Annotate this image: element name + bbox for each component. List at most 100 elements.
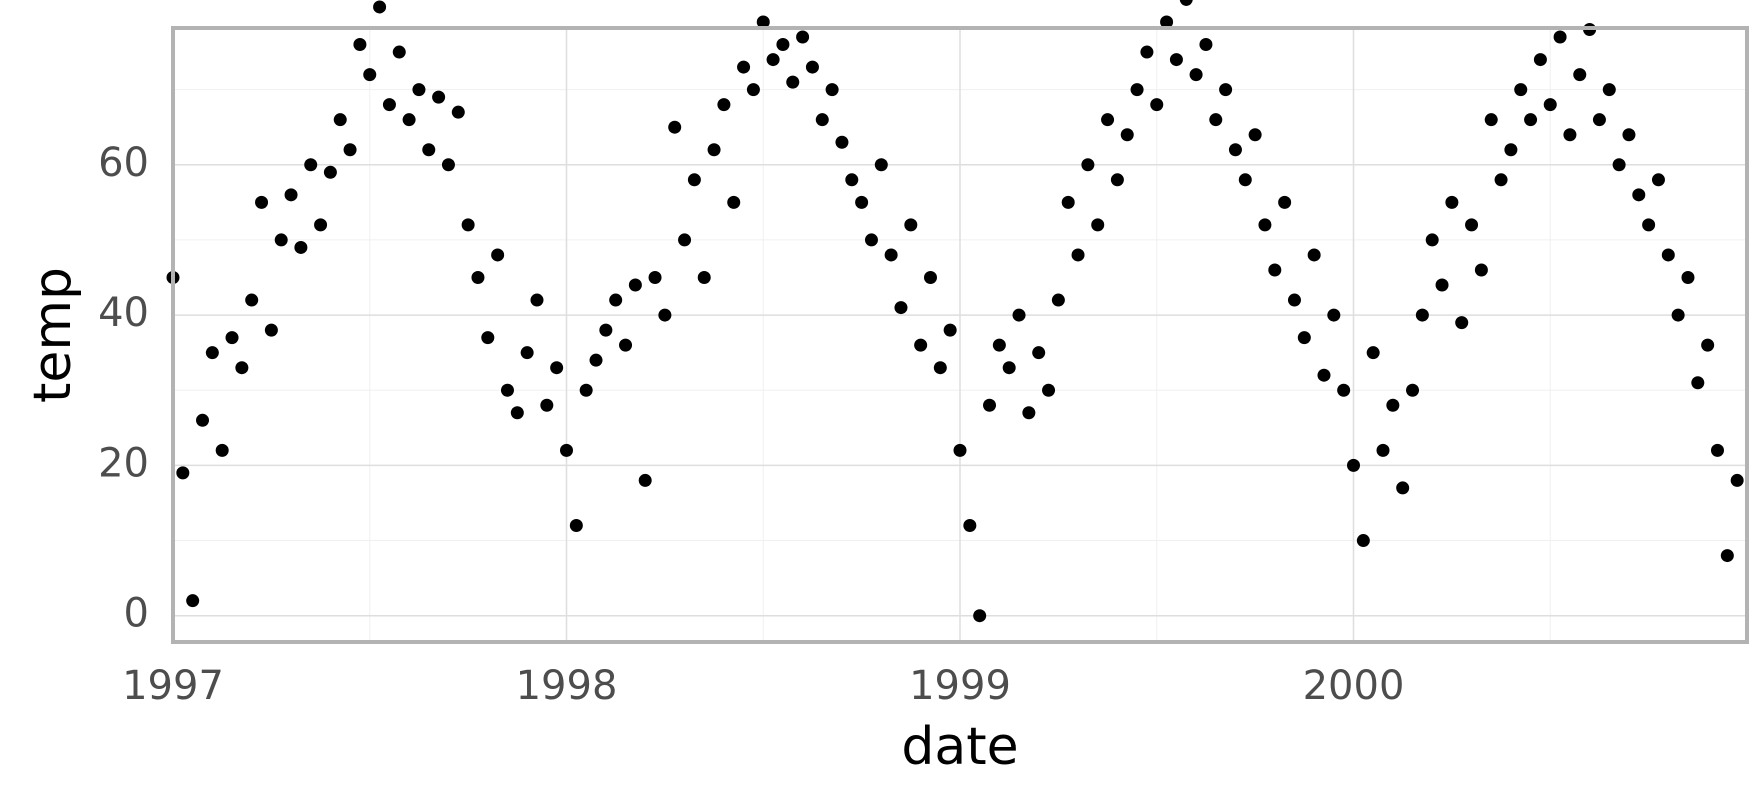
point [589, 353, 603, 367]
point [1258, 218, 1272, 232]
point [1130, 83, 1144, 97]
point [1022, 406, 1036, 420]
point [530, 293, 544, 307]
point [1327, 308, 1341, 322]
y-tick-label: 20 [98, 440, 149, 486]
point [845, 173, 859, 187]
point [343, 143, 357, 157]
point [333, 113, 347, 127]
point [1524, 113, 1538, 127]
point [992, 338, 1006, 352]
point [314, 218, 328, 232]
point [441, 158, 455, 172]
point [1425, 233, 1439, 247]
point [983, 398, 997, 412]
point [1474, 263, 1488, 277]
point [973, 609, 987, 623]
point [943, 323, 957, 337]
point [1169, 53, 1183, 67]
point [864, 233, 878, 247]
point [678, 233, 692, 247]
point [1386, 398, 1400, 412]
point [1179, 0, 1193, 6]
point [1563, 128, 1577, 142]
point [1465, 218, 1479, 232]
point [786, 75, 800, 89]
point [599, 323, 613, 337]
point [1101, 113, 1115, 127]
point [579, 383, 593, 397]
point [1376, 443, 1390, 457]
point [560, 443, 573, 457]
point [914, 338, 928, 352]
point [1110, 173, 1124, 187]
point [1061, 195, 1075, 209]
point [1415, 308, 1429, 322]
point [717, 98, 731, 112]
x-tick-label: 2000 [1303, 663, 1405, 709]
point [1701, 338, 1715, 352]
point [1484, 113, 1498, 127]
point [1573, 68, 1587, 82]
point [1081, 158, 1095, 172]
point [1051, 293, 1065, 307]
point [1160, 15, 1174, 29]
point [766, 53, 780, 67]
point [382, 98, 396, 112]
point [500, 383, 514, 397]
point [1553, 30, 1567, 44]
point [609, 293, 623, 307]
point [274, 233, 288, 247]
point [1406, 383, 1420, 397]
point [1366, 346, 1380, 360]
point [1710, 443, 1724, 457]
point [1533, 53, 1547, 67]
point [1248, 128, 1262, 142]
x-tick-label: 1997 [122, 663, 224, 709]
point [1278, 195, 1292, 209]
point [186, 594, 200, 608]
point [894, 301, 908, 315]
point [264, 323, 278, 337]
point [1681, 271, 1695, 285]
point [1642, 218, 1656, 232]
point [1317, 368, 1331, 382]
point [1602, 83, 1616, 97]
point [1307, 248, 1321, 262]
point [1651, 173, 1665, 187]
y-tick-label: 40 [98, 290, 149, 336]
point [1238, 173, 1252, 187]
point [294, 240, 308, 254]
point [215, 443, 229, 457]
point [461, 218, 475, 232]
point [1012, 308, 1026, 322]
point [392, 45, 406, 59]
point [1042, 383, 1056, 397]
point [746, 83, 760, 97]
point [707, 143, 721, 157]
point [1494, 173, 1508, 187]
point [1592, 113, 1606, 127]
point [1671, 308, 1685, 322]
point [904, 218, 918, 232]
point [1720, 549, 1734, 563]
point [1356, 534, 1370, 548]
point [323, 165, 337, 179]
point [1514, 83, 1528, 97]
point [245, 293, 259, 307]
point [422, 143, 436, 157]
point [855, 195, 869, 209]
point [471, 271, 485, 285]
point [1297, 331, 1311, 345]
point [412, 83, 426, 97]
point [1209, 113, 1223, 127]
y-axis-label: temp [23, 267, 83, 403]
x-tick-label: 1999 [909, 663, 1011, 709]
point [963, 519, 977, 533]
point [491, 248, 505, 262]
point [1435, 278, 1449, 292]
point [196, 413, 210, 427]
point [796, 30, 810, 44]
point [1396, 481, 1410, 495]
